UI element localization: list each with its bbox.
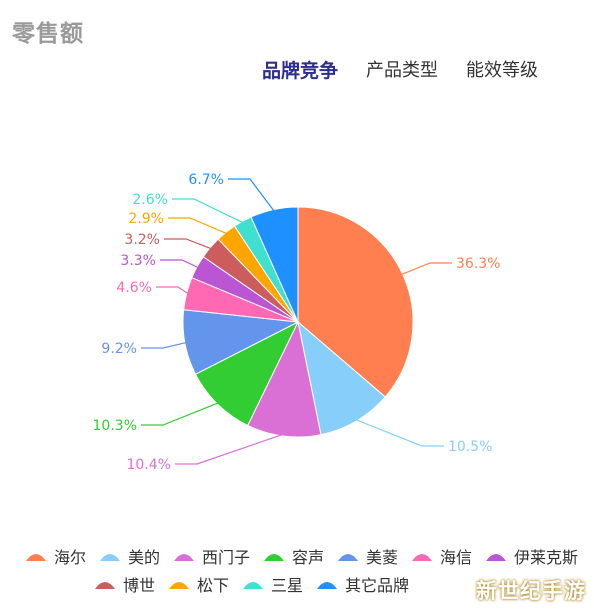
leader-line-2 [175,433,285,465]
data-label-0: 36.3% [456,256,500,272]
leader-line-10 [228,178,275,212]
tab-bar: 品牌竞争 产品类型 能效等级 [262,56,538,83]
data-label-1: 10.5% [448,439,492,455]
data-label-8: 2.9% [128,211,164,227]
leader-line-3 [141,402,220,426]
legend-swatch [172,550,196,562]
legend-label: 美的 [127,548,160,567]
legend-swatch [336,550,360,562]
pie-slice-1[interactable] [297,320,386,436]
tab-energy-efficiency[interactable]: 能效等级 [466,60,539,81]
legend-swatch [167,578,191,590]
leader-line-0 [400,262,452,276]
data-label-9: 2.6% [132,192,168,208]
data-label-6: 3.3% [120,253,156,269]
leader-line-5 [156,286,189,295]
legend-label: 西门子 [201,548,250,567]
legend-swatch [262,550,286,562]
legend-label: 松下 [196,576,229,595]
data-label-2: 10.4% [127,457,171,473]
legend-item-hisense[interactable]: 海信 [410,544,472,568]
legend-label: 三星 [271,576,304,595]
legend-label: 容声 [291,548,324,567]
data-label-5: 4.6% [116,280,152,296]
legend-item-siemens[interactable]: 西门子 [172,544,250,568]
tab-product-type[interactable]: 产品类型 [366,60,439,81]
data-label-3: 10.3% [93,418,137,434]
legend-label: 伊莱克斯 [514,548,579,567]
legend-item-meiling[interactable]: 美菱 [336,544,398,568]
legend-label: 美菱 [366,548,399,567]
legend-swatch [93,578,117,590]
pie-chart: 36.3% 10.5% 10.4% 10.3% 9.2% 4.6% 3.3% 3.2% 2.9%… [93,172,501,473]
pie-slice-3[interactable] [194,320,300,427]
legend-item-samsung[interactable]: 三星 [241,572,303,596]
pie-slice-10[interactable] [250,206,299,323]
data-label-10: 6.7% [188,172,224,188]
legend-swatch [410,550,434,562]
legend-item-electrolux[interactable]: 伊莱克斯 [484,544,578,568]
legend-item-bosch[interactable]: 博世 [93,572,155,596]
legend-item-panasonic[interactable]: 松下 [167,572,229,596]
legend-label: 博世 [122,576,155,595]
watermark-logo: 新世纪手游 [476,579,586,603]
leader-line-6 [160,259,200,269]
legend-item-other-brands[interactable]: 其它品牌 [315,572,409,596]
legend-swatch [241,578,265,590]
legend-swatch [315,578,339,590]
leader-line-1 [354,418,444,447]
leader-line-8 [168,217,228,235]
page-title: 零售额 [12,21,84,47]
legend-swatch [24,550,48,562]
tab-brand-competition[interactable]: 品牌竞争 [262,60,339,82]
legend-label: 海信 [440,548,473,567]
legend-item-ronshen[interactable]: 容声 [262,544,324,568]
legend-swatch [484,550,508,562]
leader-line-4 [141,341,188,349]
data-label-4: 9.2% [101,341,137,357]
legend-label: 其它品牌 [345,576,410,595]
legend-row-2: 博世 松下 三星 其它品牌 [0,572,594,596]
leader-line-9 [172,198,244,224]
pie-slice-2[interactable] [247,320,322,438]
legend-row-1: 海尔 美的 西门子 容声 美菱 海信 伊莱克斯 [0,544,594,568]
legend-item-haier[interactable]: 海尔 [24,544,86,568]
legend-item-midea[interactable]: 美的 [98,544,160,568]
leader-line-7 [164,238,213,250]
legend-swatch [98,550,122,562]
data-label-7: 3.2% [124,232,160,248]
legend-label: 海尔 [53,548,86,567]
